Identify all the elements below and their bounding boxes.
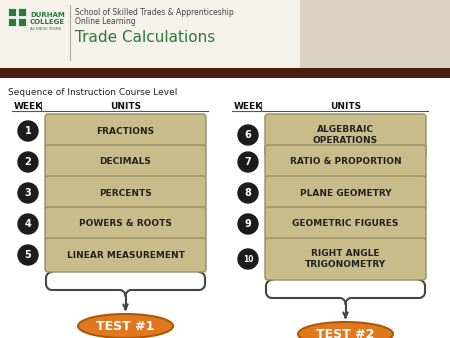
Circle shape <box>18 121 38 141</box>
Text: UNITS: UNITS <box>110 102 141 111</box>
FancyBboxPatch shape <box>265 238 426 280</box>
Text: 4: 4 <box>25 219 32 229</box>
Circle shape <box>18 245 38 265</box>
Bar <box>8 18 16 26</box>
Text: 9: 9 <box>245 219 252 229</box>
Bar <box>300 0 450 68</box>
FancyBboxPatch shape <box>45 238 206 272</box>
Text: 6: 6 <box>245 130 252 140</box>
Text: ACHIEVE MORE: ACHIEVE MORE <box>30 27 61 31</box>
Text: Sequence of Instruction Course Level: Sequence of Instruction Course Level <box>8 88 177 97</box>
Text: PERCENTS: PERCENTS <box>99 189 152 197</box>
Text: FRACTIONS: FRACTIONS <box>96 126 154 136</box>
Circle shape <box>18 183 38 203</box>
Text: WEEK: WEEK <box>14 102 43 111</box>
Text: PLANE GEOMETRY: PLANE GEOMETRY <box>300 189 392 197</box>
FancyBboxPatch shape <box>45 207 206 241</box>
FancyBboxPatch shape <box>265 145 426 179</box>
Circle shape <box>238 183 258 203</box>
Circle shape <box>238 214 258 234</box>
Text: RIGHT ANGLE
TRIGONOMETRY: RIGHT ANGLE TRIGONOMETRY <box>305 249 386 269</box>
Circle shape <box>18 214 38 234</box>
Text: POWERS & ROOTS: POWERS & ROOTS <box>79 219 172 228</box>
Text: 2: 2 <box>25 157 32 167</box>
Text: 8: 8 <box>244 188 252 198</box>
Text: 1: 1 <box>25 126 32 136</box>
Circle shape <box>238 152 258 172</box>
FancyBboxPatch shape <box>45 145 206 179</box>
Text: RATIO & PROPORTION: RATIO & PROPORTION <box>290 158 401 167</box>
Text: COLLEGE: COLLEGE <box>30 19 65 25</box>
Text: School of Skilled Trades & Apprenticeship: School of Skilled Trades & Apprenticeshi… <box>75 8 234 17</box>
FancyBboxPatch shape <box>265 207 426 241</box>
Bar <box>18 18 26 26</box>
FancyBboxPatch shape <box>265 176 426 210</box>
Text: DURHAM: DURHAM <box>30 12 65 18</box>
Circle shape <box>18 152 38 172</box>
Text: WEEK: WEEK <box>234 102 262 111</box>
Text: Online Learning: Online Learning <box>75 17 135 26</box>
FancyBboxPatch shape <box>265 114 426 156</box>
Circle shape <box>238 125 258 145</box>
Text: DECIMALS: DECIMALS <box>99 158 152 167</box>
Text: ALGEBRAIC
OPERATIONS: ALGEBRAIC OPERATIONS <box>313 125 378 145</box>
Ellipse shape <box>298 322 393 338</box>
Text: 7: 7 <box>245 157 252 167</box>
Circle shape <box>238 249 258 269</box>
Bar <box>18 8 26 16</box>
Ellipse shape <box>78 314 173 338</box>
Text: 10: 10 <box>243 255 253 264</box>
Text: UNITS: UNITS <box>330 102 361 111</box>
Text: LINEAR MEASUREMENT: LINEAR MEASUREMENT <box>67 250 184 260</box>
Text: 5: 5 <box>25 250 32 260</box>
Bar <box>8 8 16 16</box>
FancyBboxPatch shape <box>45 114 206 148</box>
Text: TEST #1: TEST #1 <box>96 319 155 333</box>
Text: Trade Calculations: Trade Calculations <box>75 30 215 45</box>
Text: GEOMETRIC FIGURES: GEOMETRIC FIGURES <box>292 219 399 228</box>
Bar <box>0 0 450 68</box>
Bar <box>0 68 450 78</box>
FancyBboxPatch shape <box>45 176 206 210</box>
Text: TEST #2: TEST #2 <box>316 328 375 338</box>
Text: 3: 3 <box>25 188 32 198</box>
